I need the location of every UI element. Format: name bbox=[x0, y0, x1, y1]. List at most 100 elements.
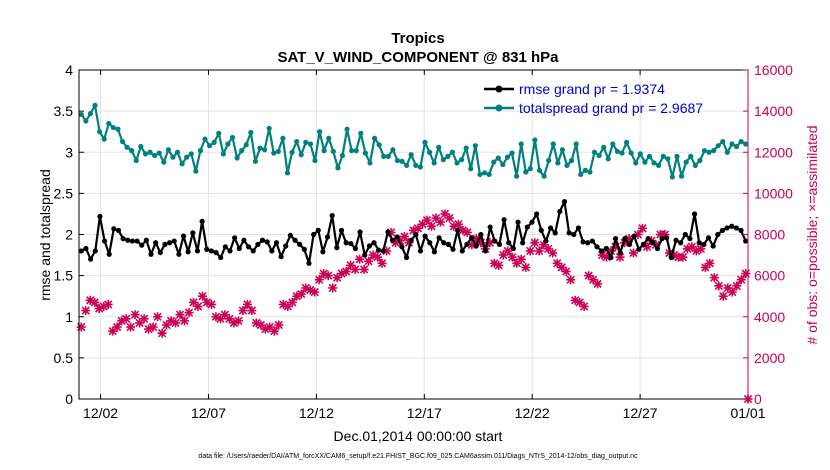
totalspread-point bbox=[376, 142, 382, 148]
totalspread-point bbox=[523, 169, 529, 175]
rmse-point bbox=[194, 248, 201, 254]
rmse-point bbox=[329, 212, 335, 219]
rmse-point bbox=[743, 238, 749, 244]
rmse-point bbox=[283, 243, 289, 249]
rmse-point bbox=[645, 236, 651, 242]
totalspread-point bbox=[715, 143, 721, 149]
totalspread-point bbox=[147, 149, 153, 155]
totalspread-point bbox=[491, 159, 497, 165]
y-right-tick-label: 4000 bbox=[754, 309, 785, 325]
rmse-point bbox=[496, 241, 503, 247]
rmse-point bbox=[143, 237, 149, 243]
obs-marker bbox=[180, 316, 190, 326]
totalspread-point bbox=[390, 147, 396, 153]
totalspread-point bbox=[394, 157, 401, 164]
totalspread-point bbox=[454, 160, 460, 166]
totalspread-point bbox=[261, 147, 268, 153]
rmse-point bbox=[543, 238, 549, 244]
rmse-point bbox=[450, 246, 456, 252]
rmse-point bbox=[738, 227, 744, 233]
totalspread-point bbox=[133, 157, 139, 164]
totalspread-point bbox=[724, 149, 730, 155]
obs-marker bbox=[103, 299, 113, 309]
totalspread-point bbox=[587, 169, 593, 175]
rmse-point bbox=[608, 254, 614, 261]
totalspread-point bbox=[339, 152, 346, 159]
obs-marker bbox=[112, 322, 122, 332]
obs-marker bbox=[126, 322, 136, 332]
obs-marker bbox=[153, 312, 163, 322]
totalspread-point bbox=[504, 154, 511, 160]
totalspread-point bbox=[165, 147, 171, 153]
totalspread-point bbox=[138, 143, 144, 150]
legend-marker-rmse bbox=[495, 85, 503, 93]
rmse-point bbox=[120, 236, 126, 242]
totalspread-point bbox=[564, 162, 570, 169]
rmse-point bbox=[83, 245, 89, 252]
rmse-point bbox=[468, 235, 475, 241]
y-tick-label: 3.5 bbox=[54, 103, 74, 119]
totalspread-point bbox=[119, 138, 126, 145]
totalspread-point bbox=[633, 160, 639, 166]
rmse-point bbox=[482, 248, 489, 254]
rmse-point bbox=[176, 251, 182, 257]
rmse-point bbox=[273, 240, 280, 246]
rmse-point bbox=[617, 249, 623, 256]
totalspread-point bbox=[321, 148, 327, 154]
rmse-point bbox=[691, 211, 698, 217]
obs-marker bbox=[76, 322, 86, 332]
totalspread-point bbox=[229, 134, 236, 141]
rmse-point bbox=[385, 229, 391, 235]
obs-marker bbox=[171, 318, 181, 328]
rmse-point bbox=[506, 240, 512, 246]
rmse-point bbox=[148, 251, 154, 257]
y-right-tick-label: 10000 bbox=[754, 185, 793, 201]
y-tick-label: 0 bbox=[65, 391, 73, 407]
totalspread-point bbox=[87, 110, 94, 117]
totalspread-point bbox=[335, 165, 341, 171]
rmse-point bbox=[376, 247, 382, 253]
rmse-point bbox=[612, 236, 619, 242]
y-right-tick-label: 2000 bbox=[754, 350, 785, 366]
totalspread-point bbox=[307, 141, 314, 147]
totalspread-point bbox=[656, 162, 662, 169]
obs-marker bbox=[579, 301, 589, 311]
rmse-point bbox=[566, 230, 572, 236]
rmse-point bbox=[232, 235, 238, 241]
totalspread-point bbox=[743, 141, 749, 147]
x-tick-label: 12/02 bbox=[83, 405, 118, 421]
totalspread-point bbox=[596, 152, 602, 159]
obs-marker bbox=[615, 252, 625, 262]
rmse-point bbox=[594, 244, 600, 250]
rmse-point bbox=[315, 227, 321, 233]
totalspread-point bbox=[330, 148, 336, 155]
rmse-point bbox=[236, 245, 242, 252]
totalspread-point bbox=[619, 150, 625, 156]
obs-marker bbox=[727, 287, 737, 297]
totalspread-point bbox=[422, 139, 428, 145]
totalspread-point bbox=[701, 148, 708, 154]
y-tick-label: 4 bbox=[65, 62, 73, 78]
chart-subtitle: SAT_V_WIND_COMPONENT @ 831 hPa bbox=[277, 49, 559, 66]
x-tick-label: 12/22 bbox=[515, 405, 550, 421]
rmse-point bbox=[97, 213, 103, 220]
rmse-point bbox=[190, 230, 196, 236]
obs-marker bbox=[400, 232, 410, 242]
rmse-point bbox=[705, 235, 712, 241]
totalspread-point bbox=[646, 153, 653, 159]
totalspread-point bbox=[555, 160, 561, 166]
totalspread-point bbox=[404, 162, 410, 169]
rmse-point bbox=[492, 238, 498, 244]
obs-marker bbox=[197, 291, 207, 301]
obs-marker bbox=[130, 310, 140, 320]
totalspread-point bbox=[614, 148, 621, 155]
rmse-point bbox=[422, 233, 428, 239]
rmse-point bbox=[306, 260, 312, 266]
totalspread-point bbox=[161, 159, 167, 165]
totalspread-point bbox=[431, 160, 437, 166]
rmse-point bbox=[547, 225, 554, 231]
obs-marker bbox=[503, 246, 513, 256]
totalspread-point bbox=[216, 130, 222, 136]
totalspread-point bbox=[115, 126, 121, 132]
